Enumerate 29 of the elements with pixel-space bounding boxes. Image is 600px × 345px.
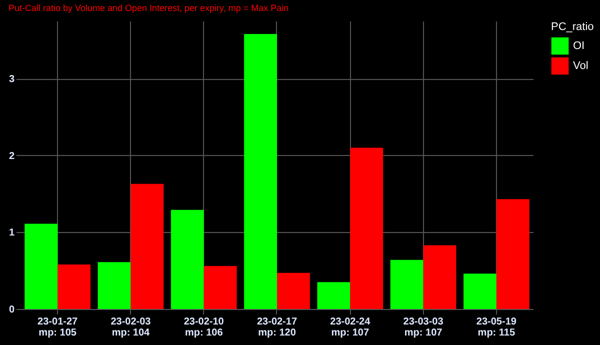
x-tick-label: 23-05-19 mp: 115 xyxy=(476,316,517,338)
x-tick-label: 23-02-24 mp: 107 xyxy=(330,316,371,338)
legend-title: PC_ratio xyxy=(551,21,594,33)
bar xyxy=(58,264,90,309)
y-tick-label: 3 xyxy=(8,74,15,86)
chart-subtitle: Put-Call ratio by Volume and Open Interest, per expiry, mp = Max Pain xyxy=(8,3,289,13)
bar xyxy=(423,245,456,309)
bar xyxy=(464,274,496,309)
y-tick-label: 2 xyxy=(8,150,15,162)
bar xyxy=(277,272,310,309)
bar xyxy=(204,266,237,309)
legend-label: OI xyxy=(573,40,585,52)
bar xyxy=(170,210,204,309)
y-tick-label: 1 xyxy=(8,228,15,239)
x-tick-label: 23-02-17 mp: 120 xyxy=(256,316,298,338)
bar xyxy=(244,34,277,309)
bar xyxy=(390,260,424,309)
bar xyxy=(98,262,131,309)
x-tick-label: 23-02-10 mp: 106 xyxy=(184,316,224,338)
y-tick-label: 0 xyxy=(8,304,15,316)
bar xyxy=(350,148,384,309)
bar xyxy=(130,184,164,309)
x-tick-label: 23-02-03 mp: 104 xyxy=(110,316,152,338)
bar xyxy=(317,282,350,309)
x-tick-label: 23-01-27 mp: 105 xyxy=(38,316,78,338)
x-tick-label: 23-03-03 mp: 107 xyxy=(403,316,444,338)
legend-label: Vol xyxy=(573,60,588,72)
bar xyxy=(24,224,58,309)
bar xyxy=(496,199,530,309)
